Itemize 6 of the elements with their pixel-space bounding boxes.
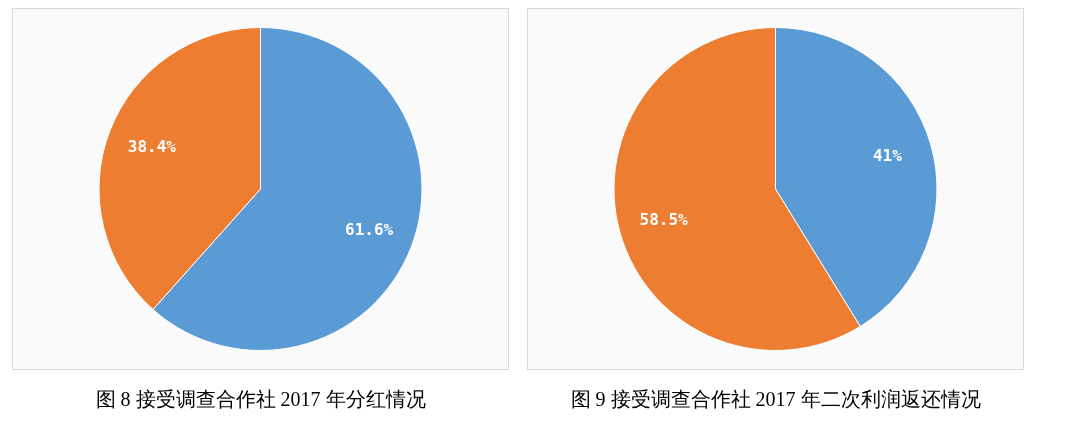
- text: 图 9 接受调查合作社 2017 年二次利润返还情况: [570, 387, 981, 412]
- text: 图 8 接受调查合作社 2017 年分红情况: [95, 387, 426, 412]
- data-label: 41%: [872, 146, 903, 166]
- data-label: 58.5%: [639, 209, 689, 229]
- data-label: 61.6%: [345, 219, 394, 239]
- data-label: 38.4%: [127, 136, 177, 156]
